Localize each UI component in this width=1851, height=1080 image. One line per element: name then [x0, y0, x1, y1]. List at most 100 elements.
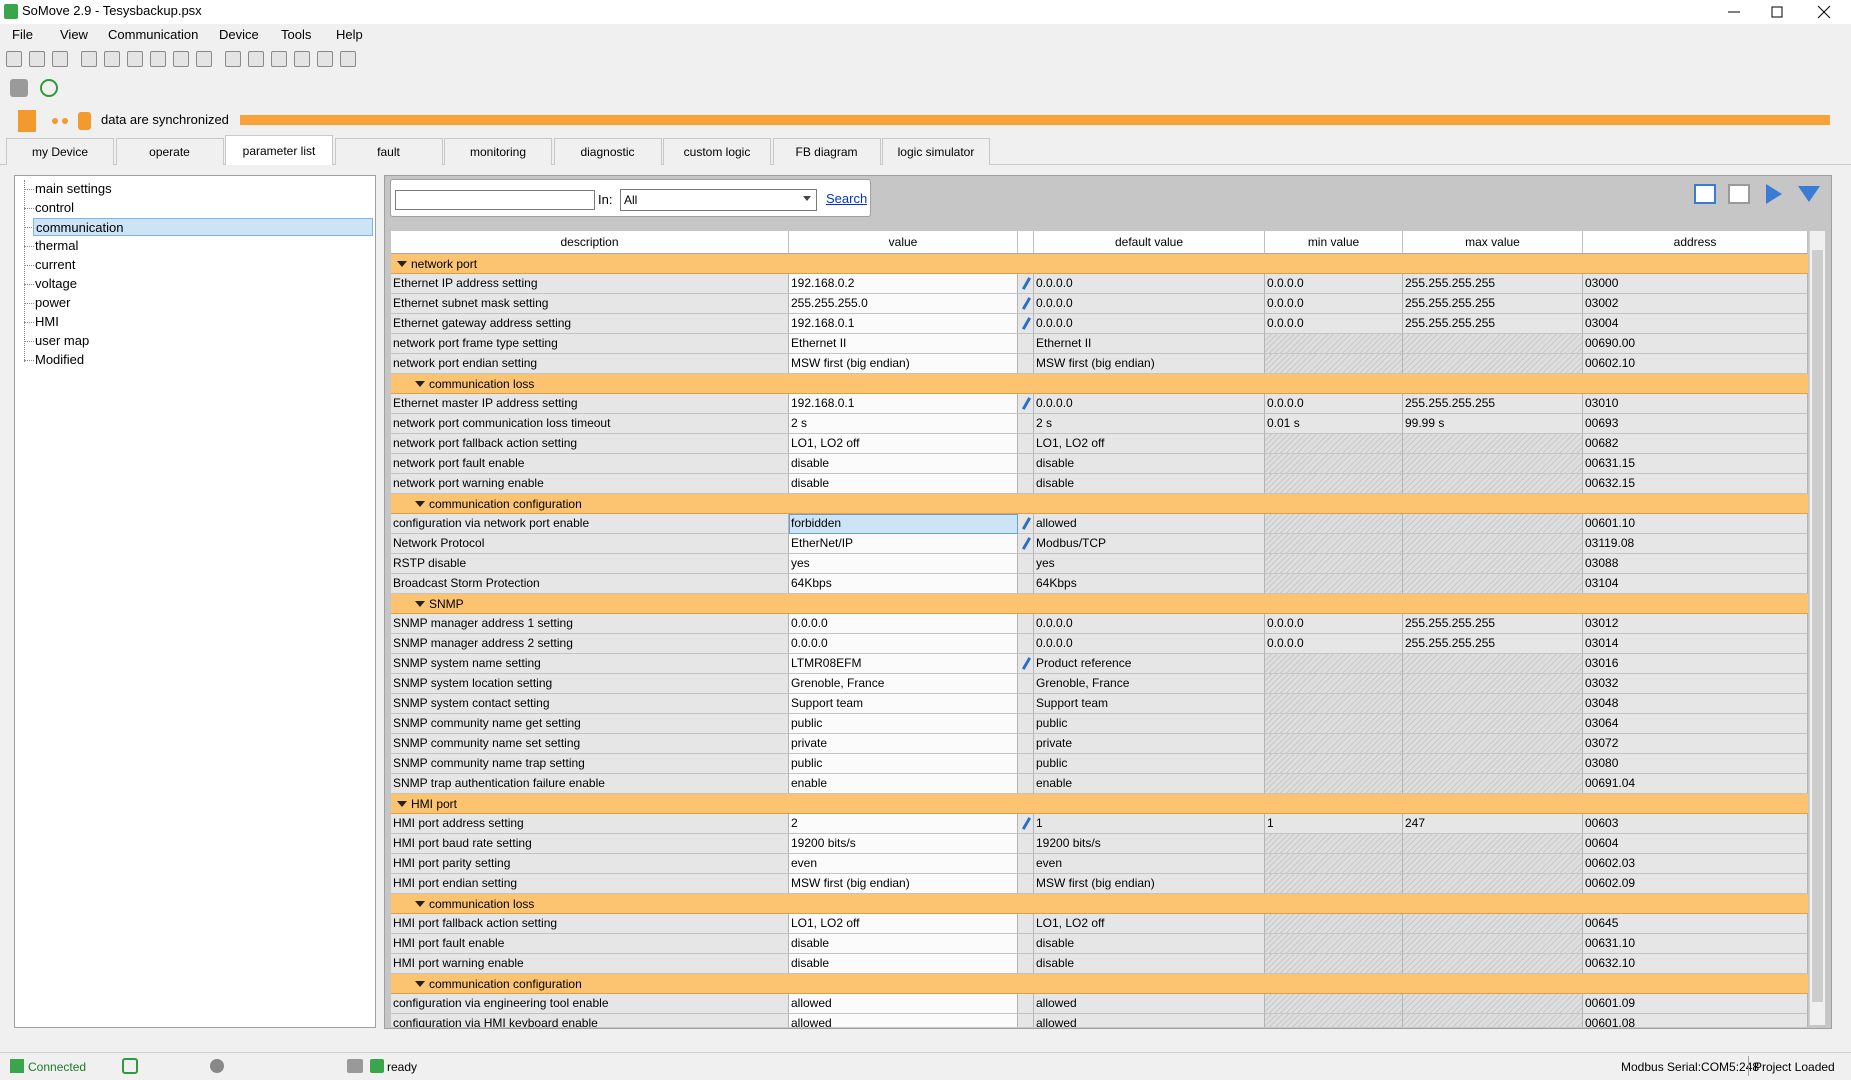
tree-item[interactable]: power [35, 295, 71, 310]
toolbar-icon[interactable] [248, 51, 264, 67]
column-header[interactable] [1018, 231, 1034, 254]
value-cell[interactable]: enable [789, 774, 1018, 794]
expand-triangle[interactable] [415, 501, 425, 507]
toolbar-icon[interactable] [294, 51, 310, 67]
toolbar-icon[interactable] [173, 51, 189, 67]
tab[interactable]: monitoring [444, 138, 552, 165]
menu-item[interactable]: Tools [281, 27, 312, 42]
value-cell[interactable]: yes [789, 554, 1018, 574]
tree-item[interactable]: thermal [35, 238, 79, 253]
group-label[interactable]: communication configuration [429, 977, 582, 991]
value-cell[interactable]: MSW first (big endian) [789, 354, 1018, 374]
value-cell[interactable]: disable [789, 454, 1018, 474]
tab[interactable]: FB diagram [772, 138, 881, 165]
toolbar-icon[interactable] [127, 51, 143, 67]
column-header[interactable]: max value [1403, 231, 1583, 254]
tree-item[interactable]: HMI [35, 314, 59, 329]
value-cell[interactable]: LTMR08EFM [789, 654, 1018, 674]
search-button[interactable]: Search [826, 191, 868, 206]
value-cell[interactable]: MSW first (big endian) [789, 874, 1018, 894]
value-cell[interactable]: 192.168.0.1 [789, 394, 1018, 414]
toolbar-icon[interactable] [340, 51, 356, 67]
value-cell[interactable]: even [789, 854, 1018, 874]
tab[interactable]: parameter list [225, 135, 333, 165]
toolbar-icon[interactable] [40, 79, 58, 97]
expand-triangle[interactable] [397, 261, 407, 267]
tree-item[interactable]: user map [35, 333, 90, 348]
view-toggle[interactable] [1728, 184, 1750, 204]
menu-item[interactable]: Communication [108, 27, 199, 42]
column-header[interactable]: value [789, 231, 1018, 254]
tree-item[interactable]: control [35, 200, 75, 215]
value-cell[interactable]: 192.168.0.1 [789, 314, 1018, 334]
group-label[interactable]: SNMP [429, 597, 464, 611]
expand-triangle[interactable] [415, 901, 425, 907]
toolbar-icon[interactable] [6, 51, 22, 67]
expand-triangle[interactable] [415, 981, 425, 987]
toolbar-icon[interactable] [225, 51, 241, 67]
group-label[interactable]: network port [411, 257, 478, 271]
value-cell[interactable]: disable [789, 954, 1018, 974]
tab[interactable]: operate [115, 138, 224, 165]
expand-triangle[interactable] [415, 381, 425, 387]
value-cell[interactable]: 2 s [789, 414, 1018, 434]
toolbar-icon[interactable] [10, 79, 28, 97]
group-label[interactable]: communication loss [429, 377, 535, 391]
value-cell[interactable]: 64Kbps [789, 574, 1018, 594]
toolbar-icon[interactable] [81, 51, 97, 67]
tree-item[interactable]: current [35, 257, 76, 272]
toolbar-icon[interactable] [271, 51, 287, 67]
menu-item[interactable]: Device [219, 27, 259, 42]
value-cell[interactable]: 19200 bits/s [789, 834, 1018, 854]
value-cell[interactable]: Ethernet II [789, 334, 1018, 354]
value-cell[interactable]: Grenoble, France [789, 674, 1018, 694]
tree-item[interactable]: voltage [35, 276, 77, 291]
value-cell[interactable]: LO1, LO2 off [789, 914, 1018, 934]
expand-triangle[interactable] [397, 801, 407, 807]
value-cell[interactable]: disable [789, 934, 1018, 954]
toolbar-icon[interactable] [29, 51, 45, 67]
value-cell[interactable]: allowed [789, 1014, 1018, 1027]
value-cell[interactable]: 2 [789, 814, 1018, 834]
column-header[interactable]: min value [1265, 231, 1403, 254]
view-toggle[interactable] [1694, 184, 1716, 204]
tree-item[interactable]: main settings [35, 181, 112, 196]
menu-item[interactable]: View [60, 27, 88, 42]
value-cell[interactable]: EtherNet/IP [789, 534, 1018, 554]
menu-item[interactable]: File [12, 27, 33, 42]
value-cell[interactable]: 255.255.255.0 [789, 294, 1018, 314]
group-label[interactable]: HMI port [411, 797, 458, 811]
column-header[interactable]: address [1583, 231, 1808, 254]
search-in-select[interactable]: All [620, 189, 817, 211]
tab[interactable]: diagnostic [553, 138, 662, 165]
expand-triangle[interactable] [415, 601, 425, 607]
tree-item[interactable]: Modified [35, 352, 85, 367]
column-header[interactable]: description [391, 231, 789, 254]
window-controls[interactable] [1718, 0, 1848, 24]
toolbar-icon[interactable] [104, 51, 120, 67]
toolbar-icon[interactable] [150, 51, 166, 67]
toolbar-icon[interactable] [196, 51, 212, 67]
value-cell[interactable]: public [789, 714, 1018, 734]
value-cell[interactable]: 0.0.0.0 [789, 634, 1018, 654]
toolbar-icon[interactable] [52, 51, 68, 67]
toolbar-icon[interactable] [317, 51, 333, 67]
tab[interactable]: my Device [6, 138, 114, 165]
value-cell[interactable]: 192.168.0.2 [789, 274, 1018, 294]
value-cell[interactable]: allowed [789, 994, 1018, 1014]
group-label[interactable]: communication loss [429, 897, 535, 911]
menu-item[interactable]: Help [336, 27, 363, 42]
tab[interactable]: fault [334, 138, 443, 165]
tab[interactable]: custom logic [663, 138, 771, 165]
value-cell[interactable]: private [789, 734, 1018, 754]
value-cell[interactable]: Support team [789, 694, 1018, 714]
value-cell[interactable]: public [789, 754, 1018, 774]
value-cell[interactable]: disable [789, 474, 1018, 494]
value-cell[interactable]: LO1, LO2 off [789, 434, 1018, 454]
tree-item[interactable]: communication [33, 218, 373, 236]
scroll-thumb[interactable] [1812, 250, 1823, 1002]
value-cell[interactable]: forbidden [789, 514, 1018, 534]
tab[interactable]: logic simulator [882, 138, 990, 165]
group-label[interactable]: communication configuration [429, 497, 582, 511]
column-header[interactable]: default value [1034, 231, 1265, 254]
